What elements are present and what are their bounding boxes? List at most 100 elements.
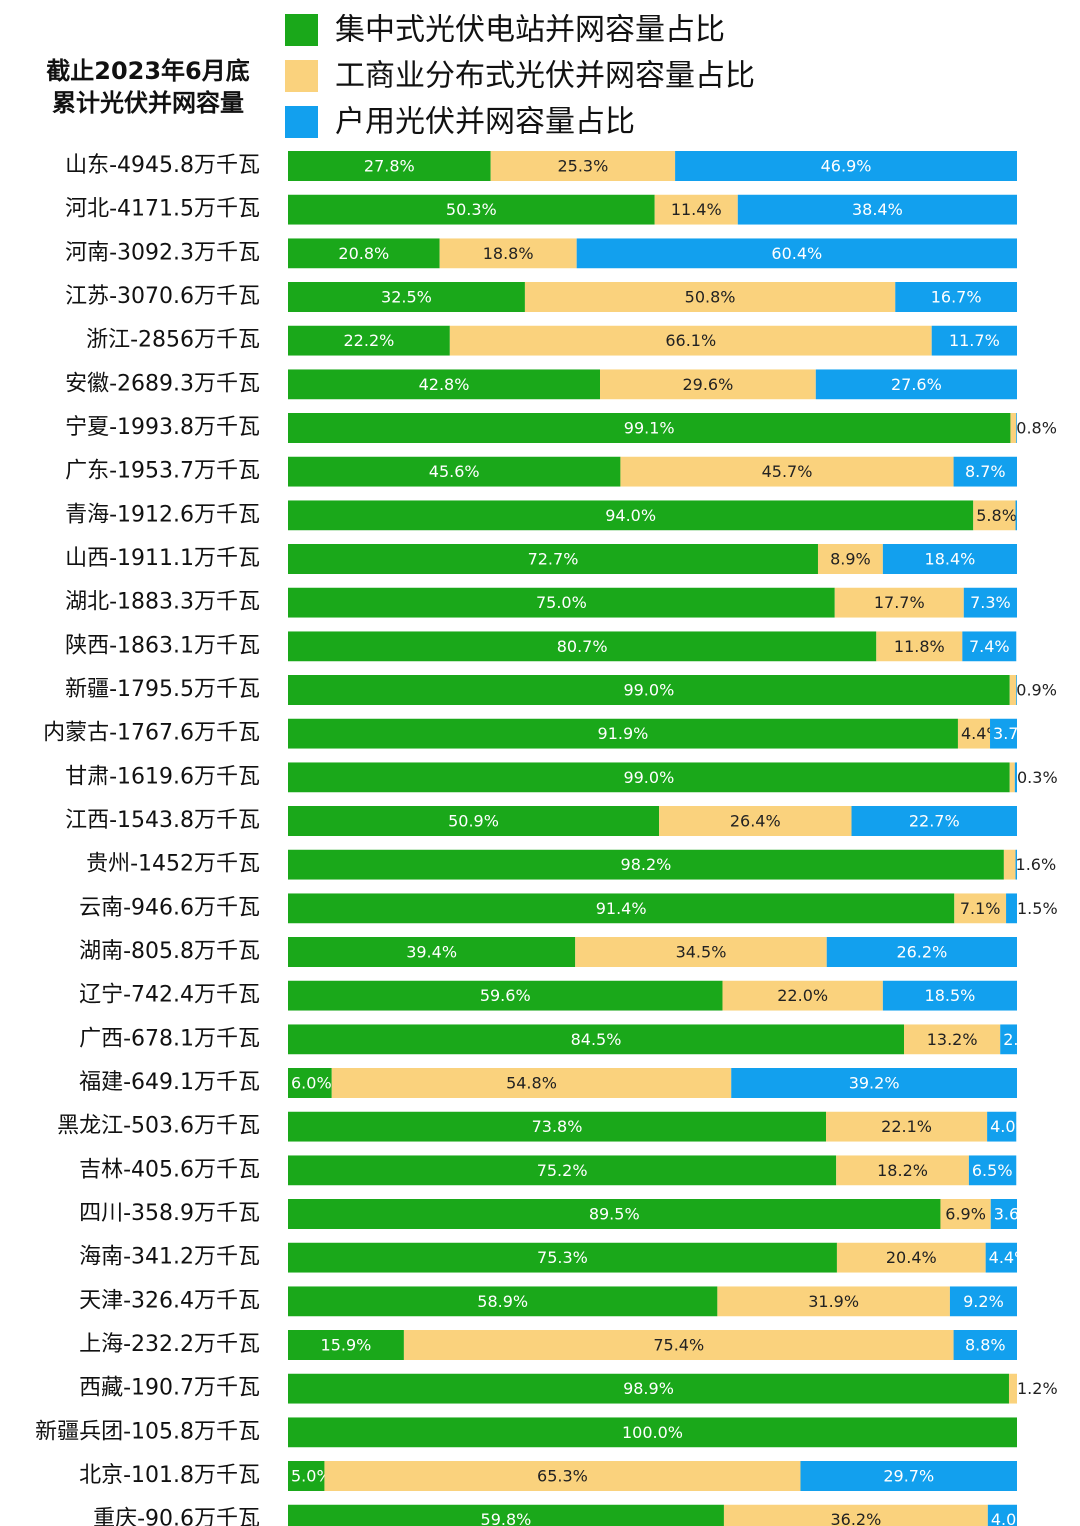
legend-label: 集中式光伏电站并网容量占比 [335, 13, 725, 48]
value-label: 18.8% [483, 244, 534, 263]
category-label: 内蒙古-1767.6万千瓦 [43, 721, 260, 746]
value-label: 1.2% [1017, 1379, 1058, 1398]
value-label: 2.3% [1003, 1030, 1044, 1049]
value-label: 15.9% [321, 1336, 372, 1355]
value-label: 8.8% [965, 1336, 1006, 1355]
bar-segment [288, 1461, 325, 1491]
value-label: 100.0% [622, 1423, 683, 1442]
category-label: 上海-232.2万千瓦 [79, 1332, 260, 1357]
bar-row: 91.4% 7.1% [288, 893, 1017, 924]
bar-segment [987, 1504, 1017, 1526]
bar-segment [288, 1330, 404, 1360]
category-label: 四川-358.9万千瓦 [79, 1201, 260, 1226]
value-label: 99.0% [623, 768, 674, 787]
value-label: 75.2% [537, 1161, 588, 1180]
value-label: 11.8% [894, 637, 945, 656]
value-label: 4.0% [990, 1117, 1031, 1136]
bar-row: 98.9% [288, 1373, 1017, 1404]
bar-segment [1016, 675, 1017, 705]
value-label: 20.8% [338, 244, 389, 263]
bar-segment [1006, 893, 1017, 924]
bar-segment [439, 238, 577, 269]
bar-segment [288, 1155, 837, 1186]
bar-row: 100.0% [288, 1417, 1017, 1448]
bar-row: 59.8% 36.2% 4.0% [288, 1504, 1017, 1526]
bar-row: 27.8% 25.3% 46.9% [288, 151, 1017, 181]
bar-segment [288, 369, 601, 400]
bar-segment [836, 1242, 986, 1273]
value-label: 54.8% [506, 1074, 557, 1093]
value-label: 29.7% [883, 1467, 934, 1486]
bar-row: 75.3% 20.4% 4.4% [288, 1242, 1017, 1273]
bar-row: 45.6% 45.7% 8.7% [288, 456, 1017, 487]
bar-segment [1003, 849, 1016, 880]
bar-segment [288, 1417, 1017, 1448]
bar-segment [953, 1330, 1017, 1360]
bar-segment [600, 369, 816, 400]
bar-segment [288, 587, 835, 618]
chart-title: 截止2023年6月底 [46, 57, 250, 85]
bar-segment [324, 1461, 801, 1491]
bar-segment [962, 631, 1017, 662]
value-label: 16.7% [931, 288, 982, 307]
value-label: 13.2% [927, 1030, 978, 1049]
bar-segment [288, 1286, 718, 1317]
bar-segment [940, 1199, 991, 1229]
value-label: 46.9% [821, 157, 872, 176]
value-label: 32.5% [381, 288, 432, 307]
value-label: 11.4% [671, 200, 722, 219]
category-label: 甘肃-1619.6万千瓦 [65, 764, 260, 789]
value-label: 73.8% [532, 1117, 583, 1136]
bar-segment [1008, 1373, 1017, 1404]
bar-segment [1015, 500, 1017, 531]
value-label: 22.1% [881, 1117, 932, 1136]
bar-segment [403, 1330, 954, 1360]
bar-segment [288, 718, 958, 749]
category-label: 陕西-1863.1万千瓦 [65, 633, 260, 658]
bar-segment [817, 544, 883, 574]
value-label: 0.9% [1016, 681, 1057, 700]
bar-row: 39.4% 34.5% 26.2% [288, 937, 1017, 967]
legend-label: 工商业分布式光伏并网容量占比 [335, 59, 755, 94]
bar-row: 15.9% 75.4% 8.8% [288, 1330, 1017, 1360]
category-label: 云南-946.6万千瓦 [79, 895, 260, 920]
bar-row: 91.9% 4.4%3.7% [288, 718, 1017, 749]
bar-row: 6.0% 54.8% 39.2% [288, 1068, 1017, 1098]
bar-row: 42.8% 29.6% 27.6% [288, 369, 1017, 400]
bar-segment [990, 718, 1017, 749]
bar-segment [288, 675, 1010, 705]
bar-segment [1000, 1024, 1017, 1055]
bar-segment [288, 849, 1004, 880]
bar-segment [288, 325, 450, 356]
value-label: 6.0% [291, 1074, 332, 1093]
value-label: 20.4% [886, 1248, 937, 1267]
value-label: 39.2% [849, 1074, 900, 1093]
chart-subtitle: 累计光伏并网容量 [52, 89, 244, 117]
bar-segment [288, 1199, 941, 1229]
bar-row: 80.7% 11.8% 7.4% [288, 631, 1017, 662]
value-label: 66.1% [665, 331, 716, 350]
category-label: 辽宁-742.4万千瓦 [79, 983, 260, 1008]
bar-segment [826, 937, 1017, 967]
bar-segment [490, 151, 676, 181]
value-label: 27.6% [891, 375, 942, 394]
bar-segment [957, 718, 991, 749]
bar-segment [723, 1504, 988, 1526]
bar-segment [904, 1024, 1001, 1055]
value-label: 5.0% [291, 1467, 332, 1486]
category-label: 天津-326.4万千瓦 [79, 1288, 260, 1313]
value-label: 94.0% [605, 506, 656, 525]
bar-segment [1009, 675, 1017, 705]
value-label: 18.4% [925, 550, 976, 569]
value-label: 7.3% [970, 593, 1011, 612]
bar-segment [288, 544, 818, 574]
value-label: 45.7% [762, 462, 813, 481]
value-label: 75.3% [537, 1248, 588, 1267]
bar-segment [288, 151, 491, 181]
value-label: 75.0% [536, 593, 587, 612]
value-label: 89.5% [589, 1205, 640, 1224]
bar-row: 99.1% [288, 413, 1017, 443]
value-label: 5.8% [976, 506, 1017, 525]
value-label: 29.6% [682, 375, 733, 394]
